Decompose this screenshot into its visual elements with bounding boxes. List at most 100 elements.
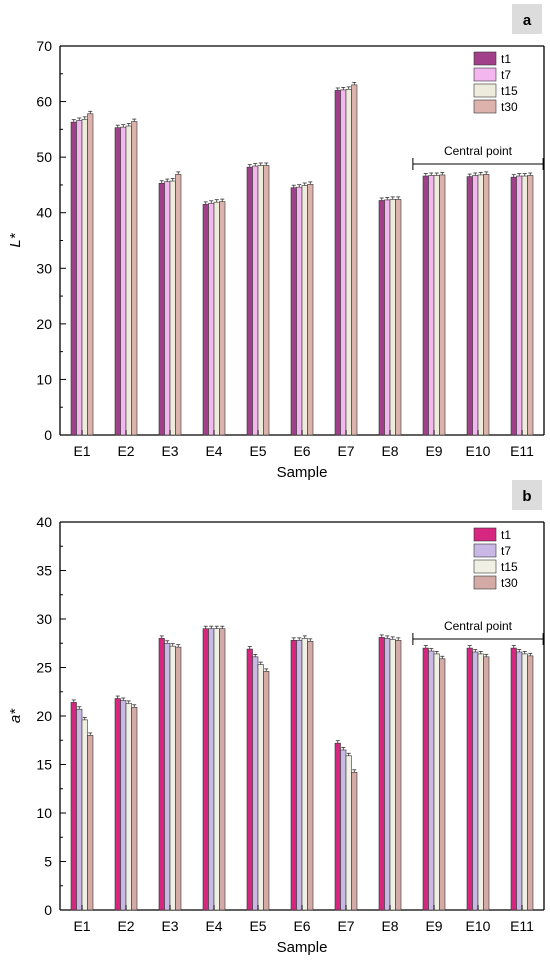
bar-t30-E7 bbox=[351, 771, 358, 911]
y-tick-label: 70 bbox=[36, 38, 52, 54]
bar-t7-E5 bbox=[252, 656, 259, 911]
bar-t30-E10 bbox=[483, 174, 490, 436]
bar-t30-E6 bbox=[307, 641, 314, 911]
y-tick-label: 25 bbox=[36, 660, 52, 676]
legend-label-t7: t7 bbox=[501, 68, 511, 82]
legend-swatch-t7 bbox=[473, 543, 497, 558]
bar-t7-E6 bbox=[296, 186, 303, 436]
y-tick-label: 15 bbox=[36, 757, 52, 773]
bar-t15-E8 bbox=[389, 199, 396, 436]
bar-t15-E4 bbox=[213, 628, 220, 911]
y-axis-title: L* bbox=[7, 232, 24, 247]
legend-label-t1: t1 bbox=[501, 528, 511, 542]
bar-t15-E1 bbox=[81, 719, 88, 911]
bar-t1-E1 bbox=[70, 702, 77, 911]
x-tick-label: E11 bbox=[510, 443, 534, 459]
panel-letter: b bbox=[522, 488, 531, 505]
bar-t30-E2 bbox=[131, 121, 138, 436]
x-tick-label: E4 bbox=[205, 443, 222, 459]
bar-t1-E4 bbox=[202, 628, 209, 911]
y-axis-title: a* bbox=[7, 708, 24, 723]
legend-label-t7: t7 bbox=[501, 544, 511, 558]
bar-t30-E7 bbox=[351, 84, 358, 436]
y-tick-label: 5 bbox=[44, 854, 52, 870]
y-tick-label: 30 bbox=[36, 260, 52, 276]
x-tick-label: E1 bbox=[73, 443, 90, 459]
annotation-label: Central point bbox=[444, 144, 513, 158]
legend-label-t30: t30 bbox=[501, 100, 518, 114]
bar-t7-E9 bbox=[428, 650, 435, 911]
bar-t7-E8 bbox=[384, 199, 391, 436]
bar-t1-E8 bbox=[378, 200, 385, 436]
bar-t30-E2 bbox=[131, 706, 138, 911]
y-tick-label: 10 bbox=[36, 805, 52, 821]
bar-t30-E11 bbox=[527, 175, 534, 436]
bar-t7-E10 bbox=[472, 651, 479, 911]
bar-t1-E9 bbox=[422, 647, 429, 911]
bar-t7-E1 bbox=[76, 120, 83, 436]
x-axis-title: Sample bbox=[277, 939, 328, 956]
x-tick-label: E10 bbox=[466, 443, 491, 459]
legend-swatch-t7 bbox=[473, 67, 497, 82]
bar-t15-E6 bbox=[301, 185, 308, 436]
bar-t7-E3 bbox=[164, 181, 171, 436]
bar-t1-E3 bbox=[158, 182, 165, 436]
legend-label-t15: t15 bbox=[501, 560, 518, 574]
x-tick-label: E2 bbox=[117, 443, 134, 459]
bar-t30-E5 bbox=[263, 165, 270, 436]
x-tick-label: E10 bbox=[466, 918, 491, 934]
bar-t1-E11 bbox=[510, 647, 517, 911]
legend-swatch-t15 bbox=[473, 559, 497, 574]
bar-t30-E3 bbox=[175, 646, 182, 911]
x-tick-label: E6 bbox=[293, 443, 310, 459]
bar-t15-E2 bbox=[125, 703, 132, 911]
y-tick-label: 0 bbox=[44, 427, 52, 443]
legend-swatch-t1 bbox=[473, 527, 497, 542]
bar-t15-E10 bbox=[477, 174, 484, 436]
bar-t1-E10 bbox=[466, 176, 473, 436]
bar-t1-E2 bbox=[114, 698, 121, 911]
bar-t15-E3 bbox=[169, 180, 176, 436]
bar-t7-E11 bbox=[516, 651, 523, 911]
bar-t1-E10 bbox=[466, 647, 473, 911]
y-tick-label: 20 bbox=[36, 708, 52, 724]
bar-t15-E8 bbox=[389, 639, 396, 911]
bar-t15-E10 bbox=[477, 653, 484, 911]
x-tick-label: E4 bbox=[205, 918, 222, 934]
legend-swatch-t30 bbox=[473, 575, 497, 590]
x-tick-label: E3 bbox=[161, 443, 178, 459]
bar-t30-E4 bbox=[219, 628, 226, 911]
bar-t15-E7 bbox=[345, 89, 352, 436]
legend: t1 t7 t15 t30 bbox=[473, 527, 518, 590]
panel-letter: a bbox=[523, 12, 532, 29]
bar-t30-E11 bbox=[527, 655, 534, 911]
bar-t30-E6 bbox=[307, 184, 314, 436]
bar-t7-E2 bbox=[120, 126, 127, 436]
bar-t30-E1 bbox=[87, 113, 94, 436]
bar-t15-E11 bbox=[521, 175, 528, 436]
y-tick-label: 50 bbox=[36, 149, 52, 165]
bar-t30-E8 bbox=[395, 199, 402, 436]
x-tick-label: E5 bbox=[249, 443, 266, 459]
bar-t1-E5 bbox=[246, 648, 253, 911]
bar-t1-E7 bbox=[334, 742, 341, 911]
y-tick-label: 40 bbox=[36, 514, 52, 530]
bar-t1-E11 bbox=[510, 176, 517, 436]
bar-t15-E5 bbox=[257, 664, 264, 911]
bar-t15-E2 bbox=[125, 125, 132, 436]
bar-t30-E8 bbox=[395, 640, 402, 911]
bar-t7-E7 bbox=[340, 89, 347, 436]
legend-label-t30: t30 bbox=[501, 576, 518, 590]
panel-a: a 0 10 20 30 40 50 60 70 L* E1 E2 E3 E4 E5 E6 E7 E8 E9 E10 E… bbox=[7, 4, 545, 481]
bar-t1-E6 bbox=[290, 187, 297, 436]
bar-t1-E3 bbox=[158, 638, 165, 911]
x-tick-label: E9 bbox=[425, 443, 442, 459]
x-tick-label: E7 bbox=[337, 918, 354, 934]
bar-t1-E9 bbox=[422, 175, 429, 436]
legend-label-t15: t15 bbox=[501, 84, 518, 98]
bar-t7-E11 bbox=[516, 175, 523, 436]
bar-t7-E6 bbox=[296, 640, 303, 911]
bar-t30-E3 bbox=[175, 174, 182, 436]
bar-t1-E1 bbox=[70, 121, 77, 436]
